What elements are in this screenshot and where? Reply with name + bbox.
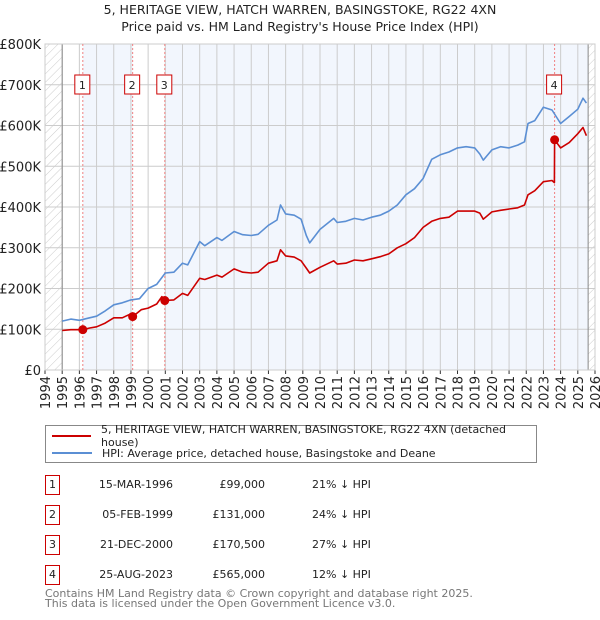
hpi-line — [62, 97, 588, 322]
price-chart: £0 £100K £200K £300K £400K £500K £600K £700K £80… — [0, 38, 600, 409]
legend-item-hpi: HPI: Average price, detached house, Basi… — [46, 445, 436, 461]
legend-item-property: 5, HERITAGE VIEW, HATCH WARREN, BASINGST… — [46, 423, 536, 449]
row-price: £99,000 — [219, 478, 266, 491]
sale-label-box — [156, 74, 173, 95]
row-number: 1 — [45, 475, 60, 495]
y-tick-label: £800K — [0, 38, 41, 53]
x-tick-label: 2012 — [348, 376, 363, 409]
chart-legend: 5, HERITAGE VIEW, HATCH WARREN, BASINGST… — [45, 423, 537, 463]
row-date: 15-MAR-1996 — [98, 478, 173, 491]
x-tick-label: 1999 — [125, 376, 140, 409]
x-tick-label: 2000 — [142, 376, 157, 409]
x-tick-label: 2026 — [589, 376, 600, 409]
x-tick-label: 2002 — [177, 376, 192, 409]
x-tick-label: 2003 — [194, 376, 209, 409]
x-tick-label: 2007 — [262, 376, 277, 409]
row-number: 3 — [45, 535, 60, 555]
sale-label-number: 2 — [129, 79, 136, 92]
y-tick-label: £300K — [0, 242, 41, 257]
x-tick-label: 2004 — [211, 376, 226, 409]
row-date: 25-AUG-2023 — [99, 568, 173, 581]
sale-label-number: 1 — [79, 79, 86, 92]
x-tick-label: 2025 — [572, 376, 587, 409]
sale-label-box — [546, 74, 563, 95]
legend-label-hpi: HPI: Average price, detached house, Basi… — [102, 446, 436, 460]
row-price: £131,000 — [212, 508, 266, 521]
y-tick-label: £700K — [0, 79, 41, 94]
x-tick-label: 2016 — [417, 376, 432, 409]
row-date: 05-FEB-1999 — [102, 508, 173, 521]
x-tick-label: 1994 — [39, 376, 54, 409]
x-tick-label: 2008 — [280, 376, 295, 409]
sale-label-number: 4 — [551, 79, 558, 92]
x-tick-label: 1998 — [108, 376, 123, 409]
legend-swatch-blue — [52, 452, 92, 454]
x-tick-label: 2018 — [452, 376, 467, 409]
plot-border — [44, 43, 596, 371]
x-tick-label: 2009 — [297, 376, 312, 409]
sale-label-box — [124, 74, 141, 95]
price-paid-line — [62, 126, 588, 332]
y-tick-label: £100K — [0, 323, 41, 338]
x-tick-label: 1996 — [73, 376, 88, 409]
x-tick-label: 2020 — [486, 376, 501, 409]
y-tick-label: £400K — [0, 201, 41, 216]
legend-label-property: 5, HERITAGE VIEW, HATCH WARREN, BASINGST… — [101, 423, 506, 449]
x-tick-label: 2017 — [434, 376, 449, 409]
x-tick-label: 2011 — [331, 376, 346, 409]
row-hpi-diff: 21% ↓ HPI — [312, 478, 371, 491]
row-price: £565,000 — [212, 568, 266, 581]
y-tick-label: £600K — [0, 120, 41, 135]
y-tick-label: £0 — [24, 364, 41, 379]
y-tick-label: £200K — [0, 283, 41, 298]
y-tick-label: £500K — [0, 160, 41, 175]
legend-swatch-red — [52, 435, 92, 437]
x-tick-label: 2010 — [314, 376, 329, 409]
row-number: 4 — [45, 565, 60, 585]
row-price: £170,500 — [212, 538, 266, 551]
x-tick-label: 2021 — [503, 376, 518, 409]
row-number: 2 — [45, 505, 60, 525]
row-hpi-diff: 24% ↓ HPI — [312, 508, 371, 521]
footer-line-1: Contains HM Land Registry data © Crown c… — [45, 587, 473, 600]
chart-title: 5, HERITAGE VIEW, HATCH WARREN, BASINGST… — [103, 2, 497, 17]
sale-label-box — [74, 74, 91, 95]
sale-label-number: 3 — [161, 79, 168, 92]
footer: Contains HM Land Registry data © Crown c… — [45, 587, 473, 610]
x-tick-label: 2013 — [366, 376, 381, 409]
sale-point — [128, 312, 138, 322]
x-tick-label: 2005 — [228, 376, 243, 409]
x-tick-label: 2024 — [555, 376, 570, 409]
row-hpi-diff: 12% ↓ HPI — [312, 568, 371, 581]
x-tick-label: 2001 — [159, 376, 174, 409]
sale-point — [78, 325, 88, 335]
x-tick-label: 1995 — [56, 376, 71, 409]
chart-subtitle: Price paid vs. HM Land Registry's House … — [121, 19, 479, 34]
row-date: 21-DEC-2000 — [99, 538, 173, 551]
x-tick-label: 2022 — [520, 376, 535, 409]
footer-line-2: This data is licensed under the Open Gov… — [45, 597, 396, 610]
sale-point — [550, 135, 560, 145]
sale-point — [160, 296, 170, 306]
x-tick-label: 2015 — [400, 376, 415, 409]
x-tick-label: 2014 — [383, 376, 398, 409]
x-tick-label: 2006 — [245, 376, 260, 409]
x-tick-label: 2023 — [537, 376, 552, 409]
x-tick-label: 1997 — [91, 376, 106, 409]
x-tick-label: 2019 — [469, 376, 484, 409]
row-hpi-diff: 27% ↓ HPI — [312, 538, 371, 551]
